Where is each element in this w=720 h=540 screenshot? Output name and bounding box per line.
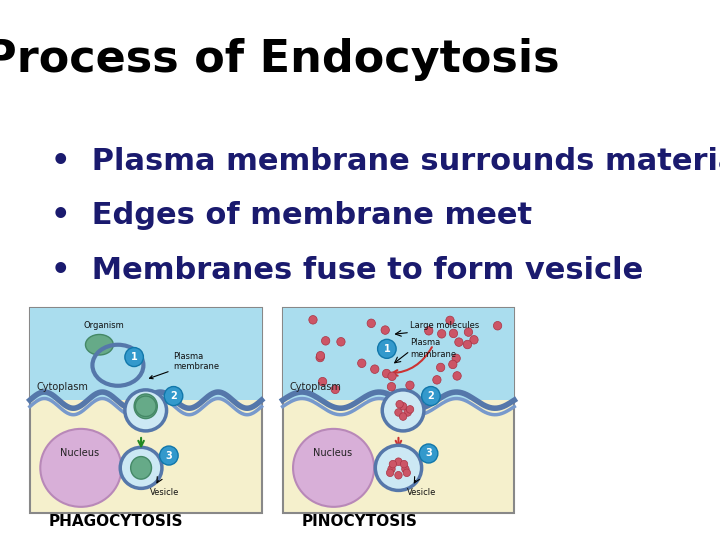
Circle shape — [316, 352, 325, 360]
Circle shape — [387, 382, 395, 391]
Text: Vesicle: Vesicle — [407, 488, 436, 497]
Ellipse shape — [134, 394, 157, 418]
Circle shape — [396, 401, 403, 408]
Circle shape — [403, 469, 410, 477]
Circle shape — [436, 363, 445, 372]
Circle shape — [464, 328, 472, 336]
Ellipse shape — [375, 446, 422, 490]
Circle shape — [449, 329, 458, 338]
Circle shape — [390, 461, 397, 468]
FancyBboxPatch shape — [30, 308, 261, 513]
Circle shape — [400, 402, 407, 410]
Circle shape — [406, 381, 414, 389]
Text: 3: 3 — [166, 450, 172, 461]
Text: Process of Endocytosis: Process of Endocytosis — [0, 38, 560, 81]
Text: •  Edges of membrane meet: • Edges of membrane meet — [51, 201, 532, 231]
Circle shape — [316, 353, 324, 362]
Circle shape — [160, 446, 178, 465]
Text: 1: 1 — [384, 344, 390, 354]
Circle shape — [463, 340, 472, 349]
Circle shape — [386, 345, 394, 353]
Ellipse shape — [130, 457, 151, 479]
Circle shape — [164, 387, 183, 406]
Text: Plasma: Plasma — [410, 338, 441, 347]
Circle shape — [422, 387, 440, 406]
Circle shape — [395, 471, 402, 479]
Circle shape — [337, 338, 345, 346]
Ellipse shape — [120, 447, 162, 488]
Ellipse shape — [125, 390, 166, 431]
Circle shape — [382, 369, 391, 378]
Circle shape — [446, 316, 454, 325]
Circle shape — [331, 385, 339, 394]
Ellipse shape — [135, 396, 156, 416]
FancyBboxPatch shape — [283, 308, 514, 513]
Circle shape — [419, 444, 438, 463]
Text: Plasma
membrane: Plasma membrane — [150, 352, 220, 379]
Ellipse shape — [293, 429, 374, 507]
Circle shape — [395, 458, 402, 465]
Ellipse shape — [86, 334, 113, 355]
Circle shape — [402, 465, 409, 473]
Ellipse shape — [382, 390, 424, 431]
Circle shape — [309, 315, 317, 324]
Text: membrane: membrane — [410, 350, 456, 359]
Circle shape — [395, 409, 402, 416]
Circle shape — [377, 339, 396, 359]
Circle shape — [452, 354, 460, 363]
Circle shape — [453, 372, 462, 380]
Circle shape — [388, 465, 395, 473]
Text: 2: 2 — [428, 391, 434, 401]
Text: PINOCYTOSIS: PINOCYTOSIS — [301, 515, 417, 530]
Polygon shape — [30, 308, 261, 400]
Circle shape — [371, 365, 379, 374]
Circle shape — [358, 359, 366, 368]
Text: Cytoplasm: Cytoplasm — [289, 382, 341, 392]
Circle shape — [381, 326, 390, 334]
Circle shape — [455, 338, 463, 346]
Text: Large molecules: Large molecules — [410, 321, 480, 330]
Text: Nucleus: Nucleus — [60, 448, 99, 457]
Text: •  Membranes fuse to form vesicle: • Membranes fuse to form vesicle — [51, 255, 643, 285]
Circle shape — [470, 335, 478, 344]
Text: Nucleus: Nucleus — [312, 448, 352, 457]
Circle shape — [406, 406, 414, 413]
Text: •  Plasma membrane surrounds material: • Plasma membrane surrounds material — [51, 147, 720, 177]
Circle shape — [449, 360, 457, 369]
Text: Organism: Organism — [84, 321, 125, 330]
Circle shape — [400, 461, 408, 468]
Circle shape — [438, 329, 446, 338]
Text: Vesicle: Vesicle — [150, 488, 179, 497]
Circle shape — [425, 327, 433, 335]
Circle shape — [493, 321, 502, 330]
Text: Cytoplasm: Cytoplasm — [37, 382, 89, 392]
Circle shape — [387, 469, 394, 477]
Ellipse shape — [40, 429, 122, 507]
Circle shape — [367, 319, 375, 328]
Text: 1: 1 — [131, 352, 138, 362]
Circle shape — [404, 409, 411, 416]
Text: 3: 3 — [426, 449, 432, 458]
Circle shape — [433, 375, 441, 384]
Circle shape — [400, 413, 407, 420]
Text: 2: 2 — [170, 391, 177, 401]
Circle shape — [388, 372, 396, 381]
Circle shape — [318, 377, 327, 386]
Circle shape — [321, 336, 330, 345]
Text: PHAGOCYTOSIS: PHAGOCYTOSIS — [48, 515, 183, 530]
Polygon shape — [283, 308, 514, 400]
Circle shape — [125, 348, 143, 367]
